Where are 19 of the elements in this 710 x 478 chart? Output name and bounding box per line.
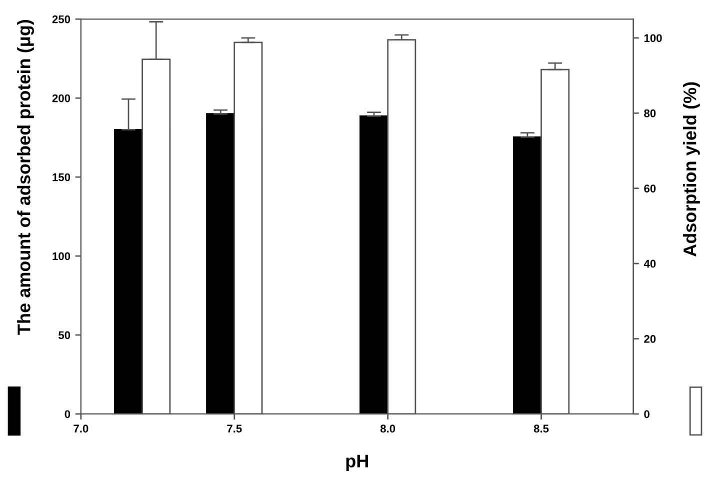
y2-tick-label: 80: [644, 109, 656, 118]
y-tick-label: 250: [52, 15, 70, 24]
y-tick-label: 150: [52, 173, 70, 182]
y2-tick-label: 0: [644, 410, 650, 418]
x-tick-label: 7.5: [227, 424, 242, 433]
y2-tick-label: 20: [644, 335, 656, 343]
y-tick-label: 100: [52, 252, 70, 260]
x-tick-label: 7.0: [74, 424, 88, 433]
x-tick-label: 8.0: [380, 424, 396, 433]
y2-tick-label: 100: [644, 34, 662, 42]
y2-axis-title: Adsorption yield (%): [683, 82, 700, 256]
y-tick-label: 50: [58, 331, 70, 340]
y-tick-label: 200: [52, 94, 70, 102]
y-tick-label: 0: [64, 410, 70, 418]
x-axis-title: pH: [346, 454, 368, 471]
y2-tick-label: 60: [644, 184, 656, 192]
y-axis-title: The amount of adsorbed protein (μg): [17, 20, 34, 335]
y2-tick-label: 40: [644, 260, 656, 268]
x-tick-label: 8.5: [534, 424, 549, 433]
